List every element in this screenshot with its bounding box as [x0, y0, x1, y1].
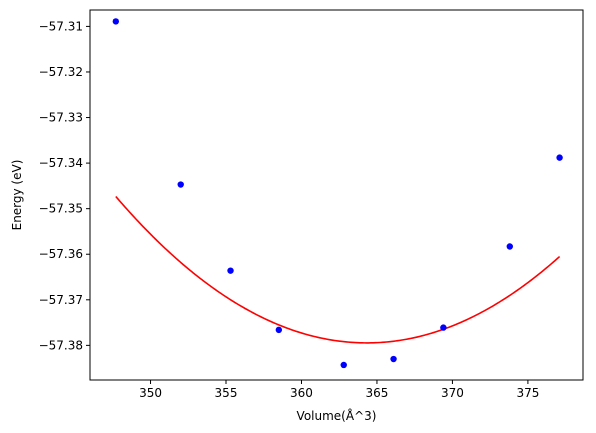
- y-tick-label: −57.38: [39, 338, 83, 352]
- x-tick-label: 355: [215, 386, 238, 400]
- y-tick-label: −57.31: [39, 19, 83, 33]
- plot-area-frame: [89, 9, 584, 381]
- x-axis-label: Volume(Å^3): [297, 408, 377, 423]
- data-point: [506, 243, 513, 250]
- y-tick-label: −57.36: [39, 247, 83, 261]
- data-point: [340, 361, 347, 369]
- x-tick-label: 350: [139, 386, 162, 400]
- data-point: [390, 355, 397, 363]
- y-tick-label: −57.37: [39, 293, 83, 307]
- data-point: [556, 154, 563, 161]
- data-point: [275, 326, 283, 334]
- y-tick-label: −57.32: [39, 65, 83, 79]
- data-point: [112, 18, 120, 25]
- data-point: [227, 267, 234, 274]
- y-axis-ticks: −57.31 −57.32 −57.33 −57.34 −57.35 −57.36 −57.…: [39, 19, 90, 352]
- data-point: [177, 181, 184, 188]
- x-tick-label: 375: [516, 386, 539, 400]
- y-axis-label: Energy (eV): [10, 160, 24, 231]
- y-tick-label: −57.35: [39, 202, 83, 216]
- y-tick-label: −57.34: [39, 156, 83, 170]
- y-tick-label: −57.33: [39, 111, 83, 125]
- x-tick-label: 370: [441, 386, 464, 400]
- x-tick-label: 360: [290, 386, 313, 400]
- fit-curve-layer: [115, 195, 561, 344]
- fit-curve-line: [115, 195, 561, 344]
- data-points-layer: [112, 18, 563, 369]
- data-point: [440, 324, 447, 331]
- x-axis-ticks: 350 355 360 365 370 375: [139, 380, 539, 400]
- x-tick-label: 365: [366, 386, 389, 400]
